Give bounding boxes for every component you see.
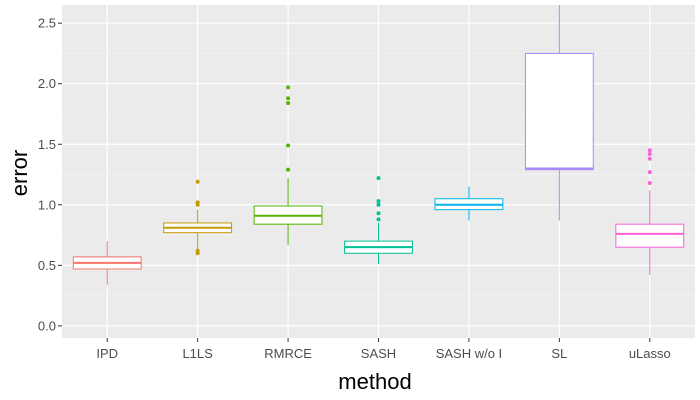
y-tick-label: 2.0 (38, 76, 56, 91)
outlier-point (286, 143, 291, 148)
outlier-point (647, 170, 652, 175)
box-sl (524, 5, 594, 221)
outlier-point (647, 156, 652, 161)
outlier-point (286, 167, 291, 172)
x-tick-label: SASH w/o I (436, 346, 502, 361)
box-l1ls (163, 179, 233, 256)
x-tick-label: uLasso (629, 346, 671, 361)
outlier-point (376, 199, 381, 204)
outlier-point (286, 96, 291, 101)
x-tick-label: L1LS (182, 346, 213, 361)
outlier-point (286, 101, 291, 106)
outlier-point (647, 151, 652, 156)
outlier-point (195, 200, 200, 205)
y-tick-label: 1.5 (38, 137, 56, 152)
iqr-box (615, 223, 685, 248)
x-axis: IPD L1LS RMRCE SASH SASH w/o I SL uLasso (96, 338, 671, 361)
y-tick-label: 2.5 (38, 16, 56, 31)
outlier-point (376, 211, 381, 216)
iqr-box (524, 52, 594, 171)
outlier-point (195, 179, 200, 184)
y-axis: 0.0 0.5 1.0 1.5 2.0 2.5 (38, 16, 62, 333)
box-sash-w-o-i (434, 186, 504, 221)
y-tick-label: 0.0 (38, 318, 56, 333)
x-axis-title: method (338, 369, 411, 394)
box-sash (344, 176, 413, 265)
outlier-point (376, 217, 381, 222)
outlier-point (647, 148, 652, 153)
outlier-point (376, 202, 381, 207)
x-tick-label: IPD (96, 346, 118, 361)
box-ipd (72, 241, 142, 285)
x-tick-label: RMRCE (264, 346, 312, 361)
outlier-point (195, 248, 200, 253)
outlier-point (647, 181, 652, 186)
x-tick-label: SASH (361, 346, 396, 361)
outlier-point (376, 176, 381, 181)
outlier-point (286, 85, 291, 90)
y-tick-label: 1.0 (38, 197, 56, 212)
y-tick-label: 0.5 (38, 258, 56, 273)
box-rmrce (253, 85, 323, 245)
box-layer (72, 5, 685, 285)
box-ulasso (615, 148, 685, 276)
y-axis-title: error (7, 150, 32, 196)
x-tick-label: SL (551, 346, 567, 361)
